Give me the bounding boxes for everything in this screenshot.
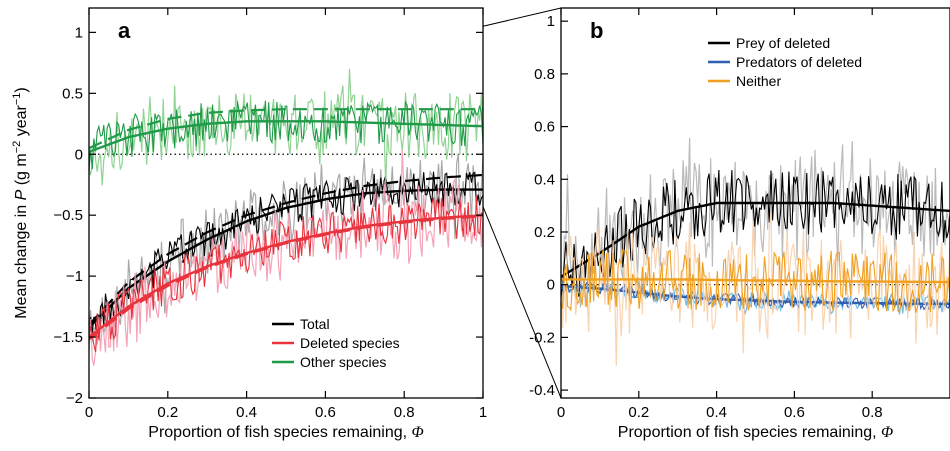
x-tick-label: 0 [557,404,565,421]
y-tick-label: -0.2 [529,329,555,346]
plot-frame [560,7,950,399]
series-deleted-species-fit-dashed [89,215,483,341]
y-tick-label: −2 [66,390,83,407]
series-other-species-fit-dashed [89,108,483,150]
x-tick-label: 0.4 [706,404,727,421]
connector-bottom [482,206,562,399]
x-tick-label: 0.6 [315,404,336,421]
panel-letter: b [590,18,603,43]
y-tick-label: 0 [75,146,83,163]
y-tick-label: 0.5 [62,85,83,102]
legend-label: Deleted species [300,335,400,351]
series-prey-of-deleted-raw [561,169,950,298]
series-prey-of-deleted-fit [561,201,950,278]
panel-b: 0 0.2 0.4 0.6 0.8 -0.4 -0.2 0 0.2 0.4 0.6 0.8 1 Propo… [529,7,950,441]
x-axis-label: Proportion of fish species remaining, Φ [148,424,423,441]
y-tick-label: −1 [66,268,83,285]
legend-label: Other species [300,354,386,370]
plot-area [561,137,950,367]
zoom-connectors [482,7,562,399]
series-other-species-band [89,68,483,186]
y-tick-label: 0 [547,277,555,294]
series-other-species-raw [89,100,483,173]
legend-label: Neither [736,73,781,89]
panel-letter: a [118,18,131,43]
y-tick-label: 0.6 [534,119,555,136]
x-tick-label: 0.6 [784,404,805,421]
y-axis-label: Mean change in P (g m−2 year−1) [11,87,30,318]
plot-area [89,68,483,366]
y-tick-label: -0.4 [529,382,555,399]
series-deleted-species-fit [89,214,483,339]
panel-a: 0 0.2 0.4 0.6 0.8 1 −2 −1.5 −1 −0.5 0 0.5 1 Proportio… [11,7,487,441]
series-deleted-species-raw [89,195,483,353]
series-total-fit-dashed [89,173,483,326]
y-tick-label: −1.5 [53,329,83,346]
x-tick-label: 0.2 [157,404,178,421]
y-tick-label: −0.5 [53,207,83,224]
x-axis-label: Proportion of fish species remaining, Φ [618,424,893,441]
y-tick-label: 1 [547,13,555,30]
y-tick-label: 1 [75,24,83,41]
x-tick-label: 0.2 [628,404,649,421]
x-tick-label: 1 [479,404,487,421]
y-tick-label: 0.8 [534,66,555,83]
legend-label: Prey of deleted [736,35,830,51]
connector-top [482,7,562,27]
series-other-species-fit [89,120,483,153]
y-tick-label: 0.2 [534,224,555,241]
legend-label: Predators of deleted [736,54,862,70]
x-tick-label: 0.8 [862,404,883,421]
plot-frame [88,7,484,399]
y-tick-label: 0.4 [534,171,555,188]
series-neither-fit [561,278,950,284]
x-tick-label: 0.4 [236,404,257,421]
legend: Prey of deleted Predators of deleted Neith… [708,35,862,89]
series-deleted-species-band [89,149,483,366]
legend: Total Deleted species Other species [272,316,400,370]
x-tick-label: 0 [85,404,93,421]
x-tick-label: 0.8 [394,404,415,421]
legend-label: Total [300,316,330,332]
